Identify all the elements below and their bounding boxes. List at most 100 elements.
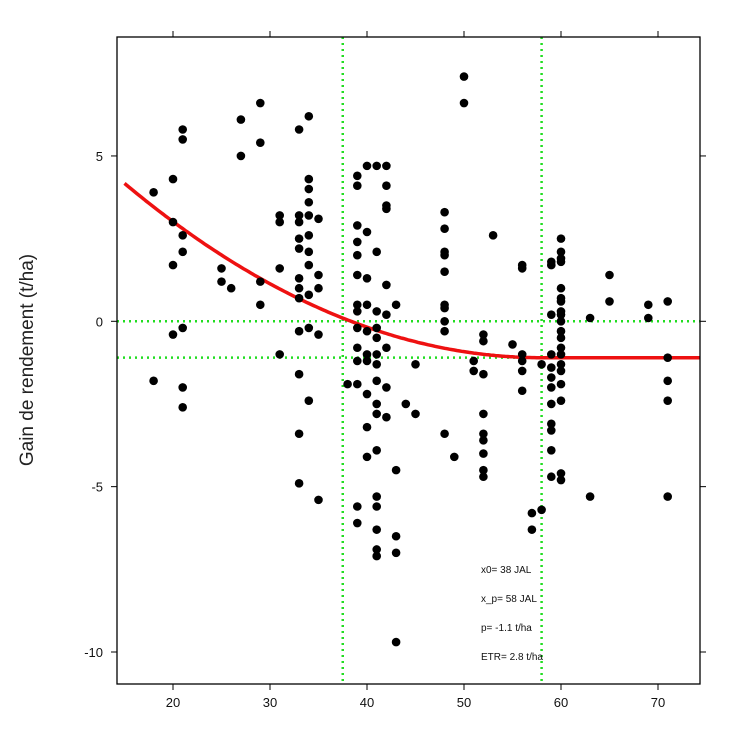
data-point [663,376,672,386]
data-point [527,525,537,534]
data-point [547,350,556,359]
data-point [469,366,479,376]
data-point [459,72,469,81]
data-point [372,492,382,501]
x-tick-label: 20 [166,695,180,710]
data-point [178,231,187,240]
data-point [663,297,672,306]
data-point [547,426,556,435]
data-point [663,396,672,405]
data-point [294,234,304,243]
data-point [255,277,265,286]
data-point [459,98,469,108]
data-point [450,452,459,462]
data-point [236,115,246,124]
data-point [382,412,391,422]
data-point [304,111,314,121]
data-point [294,217,304,227]
data-point [217,277,226,286]
data-point [304,184,314,194]
data-point [605,270,614,280]
data-point [556,257,566,267]
data-point [517,366,527,376]
data-point [411,409,420,419]
data-point [294,211,304,220]
data-point [178,383,187,392]
data-point [217,264,226,273]
data-point [644,313,653,323]
data-point [275,217,285,227]
data-point [372,247,382,257]
plot-border [116,36,701,685]
x-tick-label: 70 [651,695,665,710]
data-point [294,244,304,253]
data-point [440,326,449,336]
data-point [391,548,401,558]
data-point [440,317,449,326]
data-point [304,231,314,240]
data-point [255,138,265,148]
data-point [537,359,546,369]
data-point [353,502,362,511]
data-point [382,383,391,392]
data-point [362,350,372,359]
data-point [294,125,304,134]
data-point [372,359,382,369]
x-tick-label: 40 [360,695,374,710]
data-point [372,409,382,419]
data-points [149,72,672,647]
data-point [556,326,566,336]
data-point [547,445,556,455]
data-point [382,280,391,290]
data-point [255,300,265,310]
data-point [547,373,556,382]
data-point [527,508,537,518]
y-tick-label: 0 [96,314,103,329]
annotation-text: x_p= 58 JAL [481,594,537,605]
data-point [294,283,304,293]
data-point [556,283,566,293]
data-point [149,188,158,197]
data-point [382,204,391,214]
data-point [556,366,566,376]
data-point [391,300,401,310]
data-point [479,465,488,475]
data-point [556,469,566,478]
data-point [304,323,314,333]
data-point [372,502,382,511]
data-point [547,310,556,319]
y-axis-label-box: Gain de rendement (t/ha) [8,100,48,620]
data-point [362,227,372,237]
data-point [547,472,556,482]
data-point [644,300,653,310]
data-point [382,181,391,191]
data-point [362,274,372,283]
data-point [294,274,304,283]
data-point [353,237,362,247]
data-point [440,250,449,260]
data-point [556,343,566,353]
data-point [488,231,498,240]
data-point [517,350,527,359]
data-point [663,353,672,362]
data-point [362,422,372,432]
data-point [605,297,614,306]
fit-curve-group [123,182,700,360]
data-point [479,472,488,482]
data-point [178,402,187,412]
data-point [353,307,362,316]
data-point [178,247,187,257]
data-point [517,356,527,366]
data-point [275,350,285,359]
data-point [479,336,488,346]
data-point [556,310,566,319]
data-point [294,293,304,303]
data-point [391,637,401,647]
data-point [362,300,372,310]
data-point [401,399,411,409]
data-point [362,326,372,336]
data-point [440,224,449,234]
data-point [547,383,556,392]
data-point [304,290,314,300]
data-point [556,475,566,485]
